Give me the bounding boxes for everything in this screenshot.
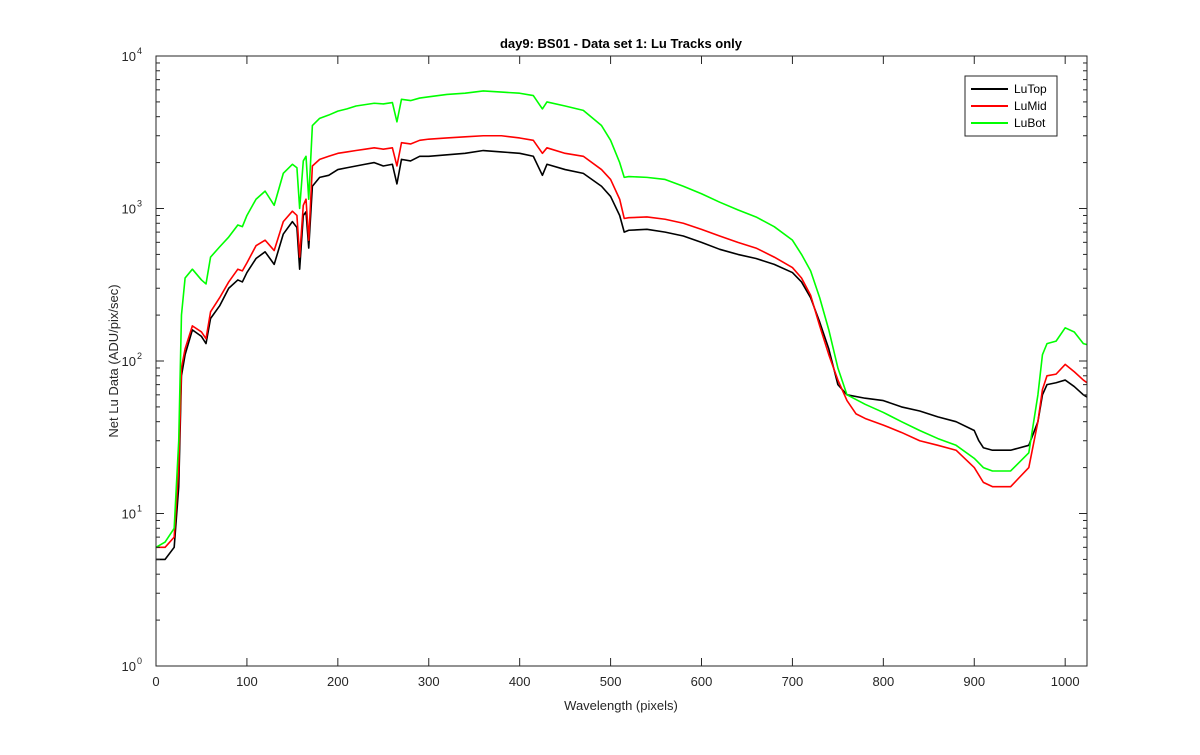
y-tick-label: 10	[122, 49, 136, 64]
x-axis-label: Wavelength (pixels)	[564, 698, 678, 713]
series-line-lutop	[156, 149, 1088, 561]
x-tick-label: 600	[691, 674, 713, 689]
chart-title: day9: BS01 - Data set 1: Lu Tracks only	[500, 36, 743, 51]
x-tick-label: 900	[963, 674, 985, 689]
legend-label-lumid: LuMid	[1014, 99, 1047, 113]
y-tick-exponent: 2	[137, 351, 142, 361]
x-tick-label: 700	[782, 674, 804, 689]
y-tick-label: 10	[122, 507, 136, 522]
x-tick-label: 1000	[1051, 674, 1080, 689]
y-tick-label: 10	[122, 354, 136, 369]
x-tick-label: 0	[152, 674, 159, 689]
y-tick-label: 10	[122, 202, 136, 217]
series-line-lumid	[156, 134, 1088, 549]
x-tick-label: 400	[509, 674, 531, 689]
series-line-lubot	[155, 90, 1088, 549]
legend: LuTop LuMid LuBot	[964, 75, 1058, 137]
y-tick-label: 10	[122, 659, 136, 674]
y-tick-exponent: 1	[137, 504, 142, 514]
y-tick-exponent: 4	[137, 46, 142, 56]
y-tick-exponent: 3	[137, 199, 142, 209]
x-tick-label: 300	[418, 674, 440, 689]
x-tick-label: 800	[872, 674, 894, 689]
x-tick-label: 500	[600, 674, 622, 689]
series-layer	[155, 90, 1088, 561]
x-axis: 0 100 200 300 400 500 600 700 800 900 1000	[152, 56, 1080, 689]
x-tick-label: 100	[236, 674, 258, 689]
x-tick-label: 200	[327, 674, 349, 689]
y-axis-label: Net Lu Data (ADU/pix/sec)	[106, 284, 121, 437]
legend-label-lutop: LuTop	[1014, 82, 1047, 96]
legend-label-lubot: LuBot	[1014, 116, 1046, 130]
y-tick-exponent: 0	[137, 656, 142, 666]
plot-area	[156, 56, 1087, 666]
